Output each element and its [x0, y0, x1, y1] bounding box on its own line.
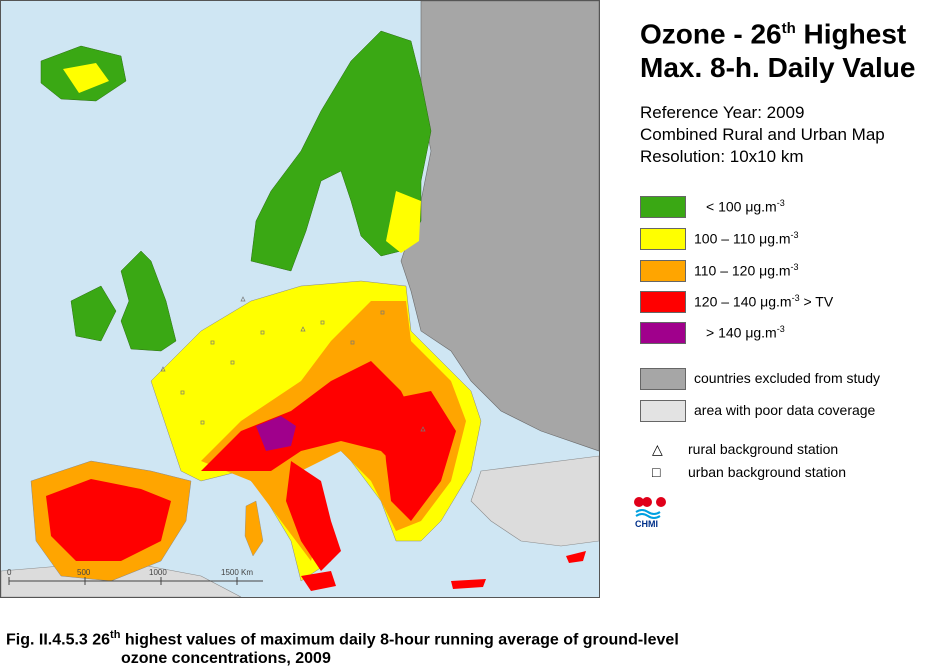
map-title: Ozone - 26th Highest Max. 8-h. Daily Val…	[640, 12, 915, 85]
crete	[451, 579, 486, 589]
sicily	[301, 571, 336, 591]
corsica-sardinia	[244, 500, 264, 557]
legend-urban-station: □ urban background station	[652, 464, 846, 480]
zone-purple	[256, 416, 296, 451]
legend-rural-station: △ rural background station	[652, 441, 839, 457]
reference-year: Reference Year: 2009	[640, 103, 805, 122]
legend-swatch	[640, 196, 686, 218]
map-canvas: 0 500 1000 1500 Km	[1, 1, 599, 597]
zone-red-balkans	[381, 391, 456, 521]
ireland	[70, 285, 117, 342]
ozone-map: 0 500 1000 1500 Km	[0, 0, 600, 598]
map-type: Combined Rural and Urban Map	[640, 125, 885, 144]
legend-swatch	[640, 322, 686, 344]
zone-red-italy	[286, 461, 341, 571]
scale-tick-0: 0	[7, 568, 12, 577]
title-sup: th	[781, 20, 796, 37]
scandinavia	[250, 30, 432, 272]
resolution: Resolution: 10x10 km	[640, 147, 804, 166]
legend-label: 120 – 140 μg.m-3 > TV	[694, 293, 834, 310]
square-icon: □	[652, 464, 661, 480]
title-line2: Max. 8-h. Daily Value	[640, 52, 916, 84]
legend-label: > 140 μg.m-3	[706, 324, 785, 341]
scale-bar: 0 500 1000 1500 Km	[7, 568, 263, 585]
scale-tick-500: 500	[77, 568, 91, 577]
legend-swatch	[640, 228, 686, 250]
legend-swatch	[640, 291, 686, 313]
map-info: Reference Year: 2009 Combined Rural and …	[640, 102, 885, 168]
excluded-east	[400, 1, 599, 452]
britain	[120, 250, 177, 352]
legend-label: 110 – 120 μg.m-3	[694, 262, 799, 279]
legend-swatch	[640, 260, 686, 282]
title-prefix: Ozone - 26	[640, 18, 782, 50]
legend-label: < 100 μg.m-3	[706, 198, 785, 215]
excluded-turkey	[470, 455, 599, 547]
triangle-icon: △	[652, 441, 663, 457]
svg-text:CHMI: CHMI	[635, 519, 658, 529]
scale-tick-1000: 1000	[149, 568, 167, 577]
scale-tick-1500: 1500 Km	[221, 568, 253, 577]
figure-caption: Fig. II.4.5.3 26th highest values of max…	[6, 629, 679, 668]
legend-label: countries excluded from study	[694, 370, 880, 386]
legend-swatch	[640, 400, 686, 422]
title-suffix: Highest	[795, 18, 907, 50]
legend-swatch	[640, 368, 686, 390]
cyprus	[566, 551, 586, 563]
legend-label: area with poor data coverage	[694, 402, 876, 418]
legend-label: 100 – 110 μg.m-3	[694, 230, 799, 247]
zone-red-alps	[201, 361, 421, 471]
chmi-logo-icon: CHMI	[634, 497, 666, 529]
station-markers	[160, 296, 426, 432]
